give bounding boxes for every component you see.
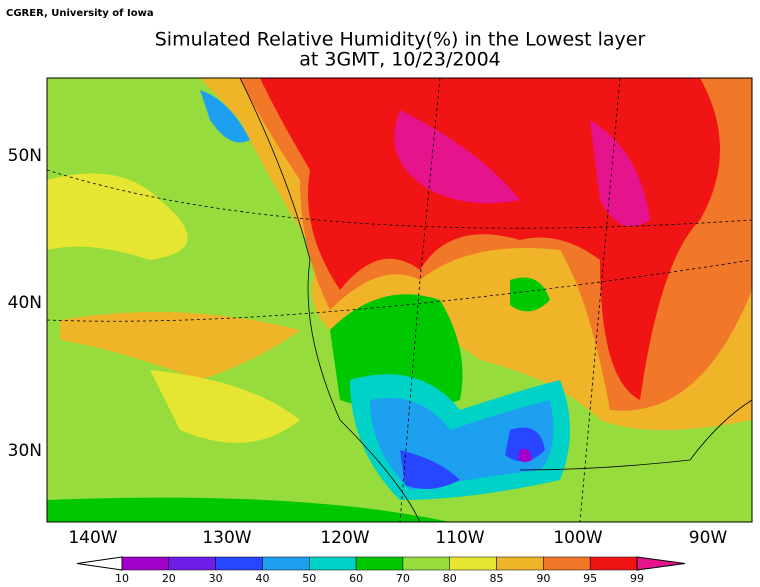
credit: CGRER, University of Iowa	[6, 8, 154, 19]
colorbar-label: 90	[536, 572, 550, 585]
colorbar-label: 85	[490, 572, 504, 585]
lat-label: 40N	[8, 293, 42, 313]
map-frame	[46, 77, 753, 523]
humidity-field	[47, 78, 752, 522]
colorbar-segment	[402, 556, 450, 571]
lon-label: 110W	[435, 528, 484, 548]
colorbar-label: 40	[255, 572, 269, 585]
colorbar-low	[76, 556, 123, 571]
colorbar-segment	[355, 556, 404, 571]
colorbar-label: 10	[115, 572, 129, 585]
colorbar-segment	[496, 556, 544, 571]
colorbar-label: 99	[630, 572, 644, 585]
colorbar-label: 20	[162, 572, 176, 585]
colorbar-label: 70	[396, 572, 410, 585]
subtitle: at 3GMT, 10/23/2004	[299, 49, 501, 71]
colorbar-segment	[309, 556, 357, 571]
lat-label: 50N	[8, 146, 42, 166]
colorbar-high	[636, 556, 686, 571]
colorbar-label: 80	[443, 572, 457, 585]
colorbar-segment	[121, 556, 170, 571]
colorbar-label: 95	[583, 572, 597, 585]
colorbar-label: 50	[302, 572, 316, 585]
colorbar-segment	[215, 556, 263, 571]
colorbar-label: 30	[209, 572, 223, 585]
lon-label: 140W	[68, 528, 117, 548]
colorbar-label: 60	[349, 572, 363, 585]
lon-label: 90W	[689, 528, 728, 548]
lon-label: 100W	[553, 528, 602, 548]
colorbar-segment	[543, 556, 591, 571]
lon-label: 120W	[320, 528, 369, 548]
lat-label: 30N	[8, 441, 42, 461]
colorbar-segment	[168, 556, 216, 571]
colorbar-segment	[589, 556, 638, 571]
colorbar-segment	[262, 556, 310, 571]
colorbar-segment	[449, 556, 497, 571]
title: Simulated Relative Humidity(%) in the Lo…	[155, 29, 646, 51]
lon-label: 130W	[202, 528, 251, 548]
